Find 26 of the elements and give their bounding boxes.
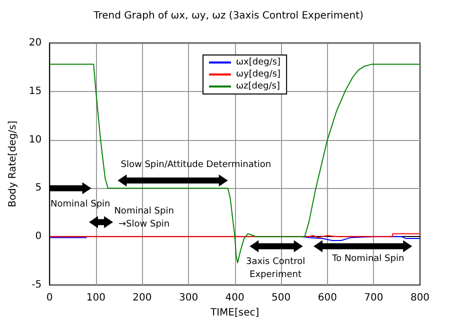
y-tick-label: 10: [28, 134, 42, 146]
annotation: Nominal Spin →Slow Spin: [114, 206, 174, 230]
y-tick-label: 0: [35, 231, 42, 242]
y-tick-label: 15: [28, 86, 42, 97]
x-tick-label: 600: [318, 292, 337, 304]
x-tick-label: 300: [178, 292, 198, 304]
y-tick-label: 5: [35, 182, 42, 194]
x-axis-title: TIME[sec]: [209, 307, 260, 318]
x-tick-label: 700: [364, 292, 384, 304]
legend-label: ωy[deg/s]: [236, 70, 281, 80]
y-tick-label: -5: [32, 280, 42, 290]
x-tick-label: 800: [410, 292, 430, 304]
chart-title: Trend Graph of ωx, ωy, ωz (3axis Control Experiment): [92, 10, 364, 22]
y-axis-title: Body Rate[deg/s]: [8, 120, 18, 208]
x-tick-label: 0: [46, 292, 53, 304]
x-tick-label: 400: [225, 292, 244, 304]
y-tick-label: 20: [28, 38, 42, 48]
annotation: To Nominal Spin: [331, 254, 404, 264]
annotation: 3axis Control Experiment: [246, 257, 306, 280]
x-tick-label: 100: [86, 292, 106, 304]
x-tick-label: 500: [272, 292, 291, 304]
annotation: Nominal Spin: [50, 200, 110, 210]
legend-label: ωz[deg/s]: [236, 82, 280, 92]
annotation: Slow Spin/Attitude Determination: [120, 160, 272, 170]
legend-label: ωx[deg/s]: [236, 58, 281, 68]
x-tick-label: 200: [132, 292, 152, 304]
